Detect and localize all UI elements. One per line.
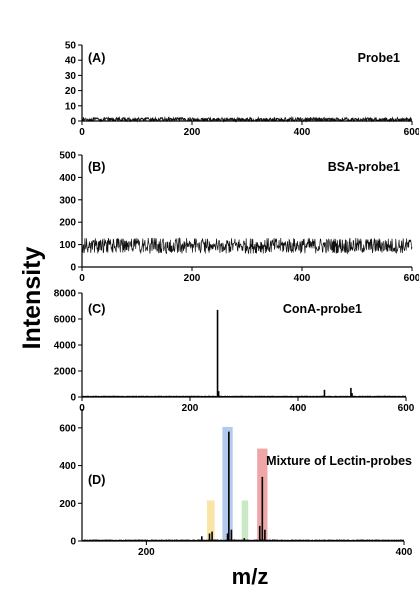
y-tick-label: 500 [59,151,76,162]
x-tick-label: 400 [294,273,311,284]
x-axis-label: m/z [232,564,269,589]
y-tick-label: 8000 [54,289,77,300]
y-tick-label: 300 [59,195,76,206]
spectrum-trace [81,237,413,255]
panel-title: Probe1 [358,51,400,65]
y-tick-label: 400 [59,173,76,184]
panel-label: (A) [88,51,105,65]
y-tick-label: 4000 [54,341,77,352]
y-tick-label: 40 [65,56,77,67]
x-tick-label: 0 [79,127,85,138]
x-tick-label: 0 [79,273,85,284]
y-axis-label: Intensity [18,247,46,350]
panel-label: (C) [88,302,105,316]
y-tick-label: 200 [59,218,76,229]
panel-label: (D) [88,473,105,487]
y-tick-label: 100 [59,240,76,251]
y-tick-label: 0 [70,393,76,404]
y-tick-label: 200 [59,499,76,510]
panel-c: 0 2000 4000 6000 8000 0 200 400 600 (C) ConA-probe… [54,289,415,415]
y-tick-label: 0 [70,263,76,274]
y-tick-label: 600 [59,423,76,434]
x-tick-label: 400 [396,547,413,558]
y-tick-label: 0 [70,117,76,128]
x-tick-label: 200 [184,127,201,138]
y-tick-label: 20 [65,86,77,97]
x-tick-label: 600 [398,403,415,414]
panel-label: (B) [88,160,105,174]
y-tick-label: 30 [65,71,77,82]
panel-title: BSA-probe1 [328,160,400,174]
x-tick-label: 400 [294,127,311,138]
x-tick-label: 0 [79,403,85,414]
x-tick-label: 600 [404,127,419,138]
panel-a: 0 10 20 30 40 50 0 200 400 600 (A) Probe1 [65,41,419,139]
y-tick-label: 2000 [54,367,77,378]
y-tick-label: 50 [65,41,77,52]
y-tick-label: 400 [59,461,76,472]
highlight-bar-1 [206,500,215,541]
y-tick-label: 6000 [54,315,77,326]
x-tick-label: 600 [404,273,419,284]
panel-title: Mixture of Lectin-probes [266,454,412,468]
y-tick-label: 0 [70,537,76,548]
panel-b: 0 100 200 300 400 500 0 200 400 600 (B) BSA-probe1 [59,151,419,285]
x-tick-label: 400 [290,403,307,414]
y-tick-label: 10 [65,101,77,112]
panel-d: 0 200 400 600 200 400 (D) Mixture of Lectin-pro… [59,409,413,558]
x-tick-label: 200 [184,273,201,284]
highlight-bar-3 [241,500,249,541]
highlight-bar-2 [222,426,233,541]
x-tick-label: 200 [182,403,199,414]
x-tick-label: 200 [138,547,155,558]
panel-title: ConA-probe1 [283,302,362,316]
